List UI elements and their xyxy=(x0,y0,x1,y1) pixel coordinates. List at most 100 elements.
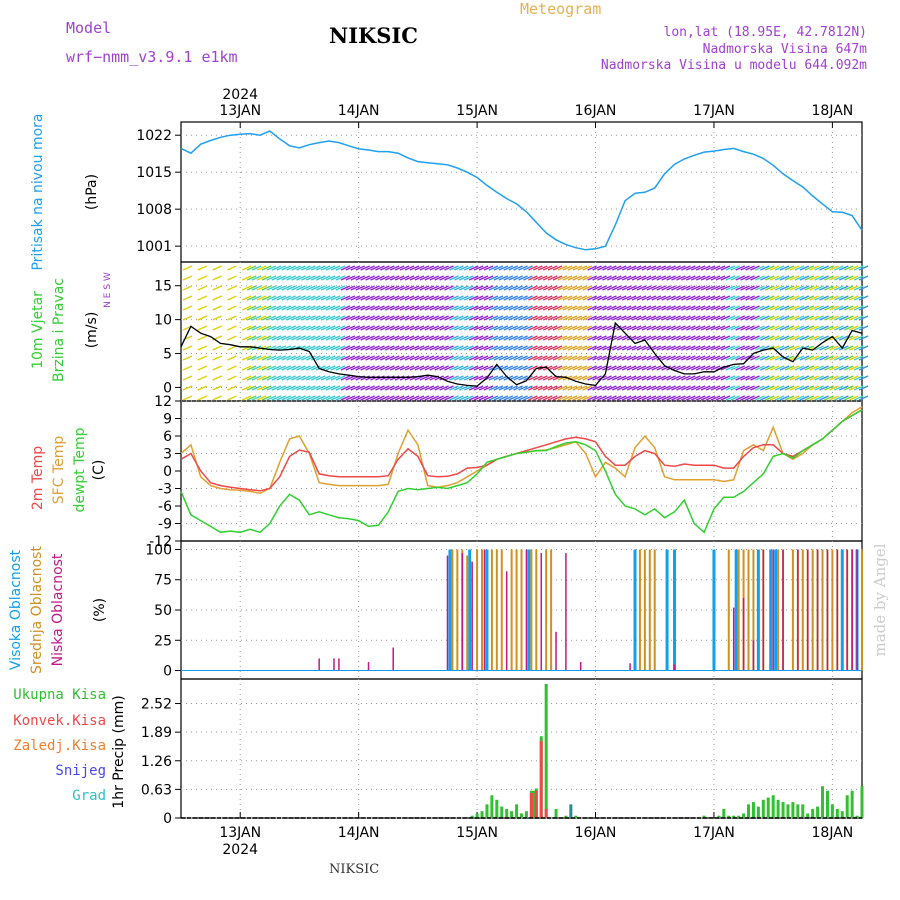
wind-barb xyxy=(350,325,361,331)
wind-barb xyxy=(528,395,538,401)
wind-barb xyxy=(597,325,607,331)
precip-conv-bar xyxy=(539,740,543,818)
wind-barb xyxy=(429,325,440,331)
wind-barb xyxy=(266,355,277,361)
wind-barb xyxy=(473,345,484,351)
wind-barb xyxy=(459,355,469,361)
wind-barb xyxy=(355,295,366,301)
wind-barb xyxy=(700,395,711,401)
wind-barb xyxy=(380,335,390,341)
high-cloud-ylabel: Visoka Oblacnost xyxy=(8,549,24,670)
wind-barb xyxy=(503,315,514,321)
wind-barb xyxy=(518,325,528,331)
wind-barb xyxy=(513,335,523,341)
wind-barb xyxy=(488,265,499,271)
wind-barb xyxy=(399,395,410,401)
wind-barb xyxy=(676,365,686,371)
wind-barb xyxy=(636,335,647,341)
wind-barb xyxy=(503,335,514,341)
wind-barb xyxy=(646,375,657,381)
wind-barb xyxy=(784,345,795,351)
wind-barb xyxy=(365,295,375,301)
wind-barb xyxy=(735,305,745,311)
sfc-temp-line xyxy=(180,406,863,494)
wind-barb xyxy=(463,285,474,291)
wind-barb xyxy=(715,325,726,331)
wind-barb xyxy=(794,325,805,331)
wind-barb xyxy=(315,355,326,361)
wind-barb xyxy=(587,265,597,271)
wind-barb xyxy=(666,355,676,361)
wind-barb xyxy=(197,285,208,291)
wind-barb xyxy=(325,375,336,381)
wind-barb xyxy=(710,295,721,301)
wind-barb xyxy=(320,305,331,311)
wind-barb xyxy=(715,335,726,341)
wind-barb xyxy=(557,395,568,401)
wind-barb xyxy=(765,365,775,371)
wind-barb xyxy=(227,305,237,311)
wind-barb xyxy=(197,275,208,281)
precip-total-bar xyxy=(470,815,474,818)
wind-barb xyxy=(256,315,267,321)
wind-barb xyxy=(301,395,311,401)
wind-barb xyxy=(690,395,701,401)
wind-barb xyxy=(345,335,356,341)
wind-barb xyxy=(311,335,321,341)
wind-barb xyxy=(779,325,790,331)
wind-barb xyxy=(325,335,336,341)
wind-barb xyxy=(375,365,385,371)
wind-barb xyxy=(251,375,262,381)
wind-barb xyxy=(414,315,425,321)
wind-barb xyxy=(765,315,775,321)
station-title: NIKSIC xyxy=(329,23,418,48)
wind-barb xyxy=(814,265,824,271)
wind-barb xyxy=(330,265,341,271)
wind-barb xyxy=(834,335,844,341)
wind-barb xyxy=(375,355,385,361)
wind-barb xyxy=(750,315,760,321)
wind-barb xyxy=(241,395,252,401)
wind-barb xyxy=(508,385,518,391)
wind-barb xyxy=(380,345,390,351)
wind-barb xyxy=(848,355,859,361)
wind-barb xyxy=(646,315,657,321)
wind-barb xyxy=(360,285,370,291)
wind-barb xyxy=(503,325,514,331)
wind-barb xyxy=(468,305,479,311)
wind-barb xyxy=(335,395,346,401)
wind-barb xyxy=(661,285,671,291)
wind-barb xyxy=(809,335,820,341)
wind-barb xyxy=(616,315,627,321)
wind-barb xyxy=(281,315,291,321)
wind-barb xyxy=(720,335,731,341)
wind-barb xyxy=(809,285,820,291)
wind-barb xyxy=(725,345,736,351)
wind-barb xyxy=(508,315,518,321)
wind-barb xyxy=(355,265,366,271)
wind-barb xyxy=(779,385,790,391)
wind-barb xyxy=(839,365,849,371)
wind-barb xyxy=(730,305,741,311)
wind-barb xyxy=(340,335,351,341)
wind-barb xyxy=(631,305,642,311)
wind-barb xyxy=(380,385,390,391)
wind-barb xyxy=(227,335,237,341)
wind-barb xyxy=(523,285,533,291)
wind-barb xyxy=(459,305,469,311)
wind-barb xyxy=(779,365,790,371)
wind-barb xyxy=(370,395,380,401)
wind-barb xyxy=(444,305,454,311)
wind-barb xyxy=(710,385,721,391)
wind-barb xyxy=(291,335,301,341)
wind-barb xyxy=(671,305,681,311)
wind-barb xyxy=(750,285,760,291)
wind-barb xyxy=(661,395,671,401)
wind-barb xyxy=(311,285,321,291)
wind-barb xyxy=(769,265,780,271)
wind-barb xyxy=(345,355,356,361)
wind-barb xyxy=(444,325,454,331)
wind-barb xyxy=(740,265,750,271)
wind-barb xyxy=(765,285,775,291)
wind-barb xyxy=(760,295,770,301)
